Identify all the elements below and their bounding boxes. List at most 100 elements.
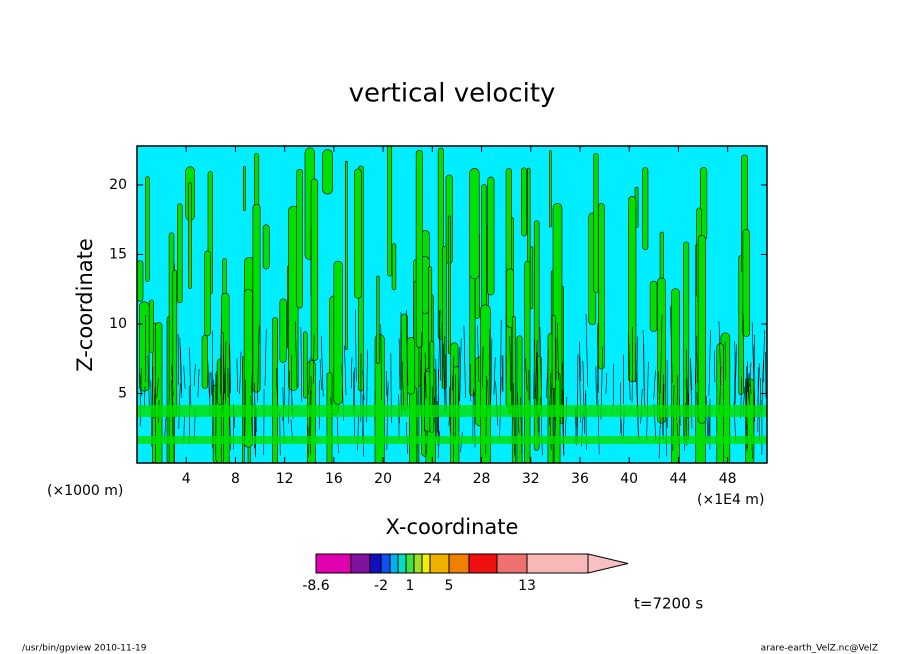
field-contour (357, 414, 359, 451)
field-band (415, 149, 423, 348)
field-contour (749, 362, 752, 387)
field-contour (236, 358, 238, 392)
y-axis-label: Z-coordinate (73, 238, 97, 372)
field-band (742, 229, 751, 337)
field-band (406, 337, 416, 395)
field-contour (660, 315, 663, 394)
x-tick-label: 24 (423, 471, 441, 487)
field-band (172, 269, 178, 417)
field-contour (646, 361, 649, 440)
field-band (201, 334, 208, 389)
field-contour (177, 333, 179, 385)
field-band (344, 160, 348, 350)
field-contour (757, 363, 760, 407)
field-band (303, 331, 308, 399)
field-band (243, 288, 253, 448)
field-contour (642, 329, 645, 410)
field-band (252, 203, 261, 393)
field-contour (605, 372, 608, 394)
field-contour (355, 309, 357, 382)
field-contour (437, 431, 441, 459)
field-contour (222, 374, 225, 411)
x-tick-label: 44 (669, 471, 687, 487)
field-contour (257, 324, 260, 403)
field-contour (283, 364, 286, 400)
field-band (204, 250, 211, 337)
x-axis-label: X-coordinate (386, 515, 519, 539)
field-band (279, 298, 287, 363)
field-contour (562, 389, 565, 456)
field-band (310, 178, 319, 362)
field-band (551, 314, 556, 390)
field-band (447, 215, 451, 354)
field-band (598, 203, 605, 370)
field-band (354, 168, 362, 299)
field-contour (490, 338, 493, 404)
field-contour (463, 325, 466, 398)
field-band (262, 224, 270, 270)
field-contour (171, 365, 174, 397)
field-contour (222, 347, 226, 394)
field-contour (239, 351, 242, 395)
field-contour (139, 373, 142, 396)
colorbar-arrow (587, 553, 629, 574)
field-contour (670, 306, 673, 383)
field-contour (525, 358, 528, 392)
annotation: t=7200 s (634, 595, 703, 613)
field-contour (350, 357, 353, 389)
field-band (487, 176, 495, 296)
field-contour (279, 411, 281, 456)
field-band (716, 343, 725, 463)
y-tick-label: 15 (109, 246, 127, 262)
field-contour (762, 330, 765, 383)
field-band (527, 167, 531, 270)
x-tick-label: 40 (620, 471, 638, 487)
field-contour (747, 382, 750, 407)
field-contour (251, 369, 253, 394)
field-contour (612, 363, 615, 408)
colorbar-swatch (389, 553, 399, 574)
field-band (145, 176, 150, 282)
colorbar-swatch (429, 553, 450, 574)
field-contour (398, 338, 401, 390)
field-contour (189, 347, 192, 408)
field-contour (548, 373, 552, 426)
field-contour (308, 357, 311, 395)
field-contour (229, 344, 231, 394)
colorbar-swatch (315, 553, 352, 574)
x-tick-label: 32 (522, 471, 540, 487)
field-contour (344, 345, 347, 396)
field-contour (495, 381, 498, 426)
field-contour (509, 336, 512, 391)
field-contour (459, 338, 462, 402)
field-contour (653, 370, 656, 400)
field-contour (207, 361, 210, 398)
field-contour (546, 349, 549, 398)
x-tick-label: 28 (473, 471, 491, 487)
colorbar-swatch (380, 553, 391, 574)
colorbar-swatch (405, 553, 415, 574)
field-contour (533, 339, 536, 399)
colorbar-label: -8.6 (302, 578, 329, 594)
field-contour (445, 354, 447, 412)
field-contour (631, 327, 634, 403)
colorbar-swatch (350, 553, 371, 574)
field-layer (137, 405, 767, 417)
field-band (242, 166, 246, 211)
colorbar-swatch (496, 553, 528, 574)
field-contour (596, 322, 599, 389)
x-tick-label: 36 (571, 471, 589, 487)
field-contour (401, 361, 404, 408)
field-contour (695, 351, 697, 384)
field-band (188, 182, 192, 289)
x-tick-label: 4 (182, 471, 191, 487)
footer-left: /usr/bin/gpview 2010-11-19 (22, 644, 147, 654)
field-contour (488, 329, 491, 408)
field-band (391, 243, 397, 291)
field-contour (690, 363, 693, 429)
field-contour (718, 321, 722, 386)
field-contour (147, 355, 150, 408)
field-contour (620, 418, 623, 439)
x-tick-label: 20 (374, 471, 392, 487)
colorbar-swatch (369, 553, 382, 574)
